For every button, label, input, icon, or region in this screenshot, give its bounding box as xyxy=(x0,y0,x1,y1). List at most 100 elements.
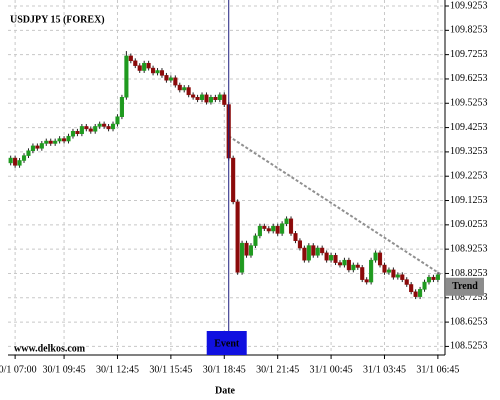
candle-body xyxy=(262,225,267,229)
candle-body xyxy=(253,235,258,246)
candle-body xyxy=(400,274,405,280)
candle-body xyxy=(217,94,222,100)
x-tick-label: 30/1 15:45 xyxy=(149,364,192,375)
candle-body xyxy=(409,284,414,293)
candle-body xyxy=(302,247,307,261)
candle-body xyxy=(324,252,329,261)
candle-body xyxy=(248,245,254,256)
event-label: Event xyxy=(214,338,240,349)
candle-body xyxy=(35,145,40,149)
candle-body xyxy=(119,97,124,117)
candle-body xyxy=(155,70,160,74)
candle-body xyxy=(293,233,298,241)
candle-body xyxy=(57,138,62,142)
y-tick-label: 109.0253 xyxy=(450,219,488,230)
y-tick-label: 109.4253 xyxy=(450,122,488,133)
x-tick-label: 31/1 06:45 xyxy=(416,364,459,375)
candle-body xyxy=(102,123,107,127)
candle-body xyxy=(44,140,49,144)
candle-body xyxy=(133,60,138,66)
candle-body xyxy=(360,267,365,280)
candle-body xyxy=(418,289,423,297)
candle-body xyxy=(222,94,227,105)
x-tick-label: 30/1 18:45 xyxy=(203,364,246,375)
candle-body xyxy=(431,276,436,280)
y-tick-label: 109.7253 xyxy=(450,49,488,60)
candle-body xyxy=(48,140,53,144)
candle-body xyxy=(124,55,129,98)
y-tick-label: 108.6253 xyxy=(450,316,488,327)
trend-label-box xyxy=(446,277,484,296)
candle-body xyxy=(208,97,213,103)
candle-body xyxy=(195,97,200,100)
x-tick-label: 30/1 07:00 xyxy=(0,364,37,375)
candle-body xyxy=(355,264,360,268)
trend-line xyxy=(228,135,442,276)
candle-body xyxy=(231,157,236,203)
y-tick-label: 108.8253 xyxy=(450,268,488,279)
candle-body xyxy=(337,262,343,266)
candle-body xyxy=(369,259,374,283)
candle-body xyxy=(168,77,173,81)
candle-body xyxy=(271,225,276,232)
x-tick-label: 30/1 21:45 xyxy=(256,364,299,375)
candle-body xyxy=(422,281,427,290)
candle-body xyxy=(151,67,156,74)
candle-body xyxy=(288,218,294,234)
candle-body xyxy=(311,245,316,256)
candle-body xyxy=(84,126,89,130)
y-tick-label: 109.1253 xyxy=(450,195,488,206)
y-tick-label: 108.7253 xyxy=(450,292,488,303)
candle-body xyxy=(97,123,102,127)
candle-body xyxy=(364,279,369,283)
candle-body xyxy=(75,131,80,134)
x-tick-label: 31/1 00:45 xyxy=(310,364,353,375)
candle-body xyxy=(329,255,334,261)
y-tick-label: 108.9253 xyxy=(450,243,488,254)
candle-body xyxy=(404,279,409,285)
candle-body xyxy=(382,264,387,273)
x-tick-label: 30/1 09:45 xyxy=(43,364,86,375)
candle-body xyxy=(13,157,18,166)
candle-body xyxy=(244,242,249,256)
candle-body xyxy=(315,247,320,256)
candle-body xyxy=(257,225,262,237)
candle-body xyxy=(413,291,418,297)
candle-body xyxy=(177,84,182,91)
candle-body xyxy=(342,259,347,266)
y-tick-label: 109.5253 xyxy=(450,98,488,109)
candle-body xyxy=(106,126,111,130)
candle-body xyxy=(275,225,280,234)
y-tick-label: 109.8253 xyxy=(450,25,488,36)
y-tick-label: 109.9253 xyxy=(450,0,488,11)
candle-body xyxy=(30,145,35,152)
y-tick-label: 109.2253 xyxy=(450,171,488,182)
candle-body xyxy=(53,140,58,144)
candle-body xyxy=(8,157,13,164)
candle-body xyxy=(79,126,84,134)
watermark: www.delkos.com xyxy=(14,343,86,354)
candle-body xyxy=(115,116,120,125)
candle-body xyxy=(26,150,31,156)
candle-body xyxy=(159,70,165,76)
candle-body xyxy=(128,55,133,62)
candle-body xyxy=(146,62,151,69)
candle-body xyxy=(240,242,245,273)
candle-body xyxy=(186,87,191,96)
candle-body xyxy=(297,240,302,249)
candle-body xyxy=(435,274,440,280)
candle-body xyxy=(373,252,378,261)
candle-body xyxy=(110,123,116,130)
candle-body xyxy=(395,274,400,278)
candle-body xyxy=(377,252,383,266)
candle-body xyxy=(70,131,76,137)
candle-body xyxy=(284,218,289,224)
trend-label: Trend xyxy=(452,281,478,292)
candle-body xyxy=(66,135,71,142)
candle-body xyxy=(391,269,396,278)
candle-body xyxy=(266,228,271,232)
candle-body xyxy=(199,94,205,100)
candle-body xyxy=(346,259,351,271)
